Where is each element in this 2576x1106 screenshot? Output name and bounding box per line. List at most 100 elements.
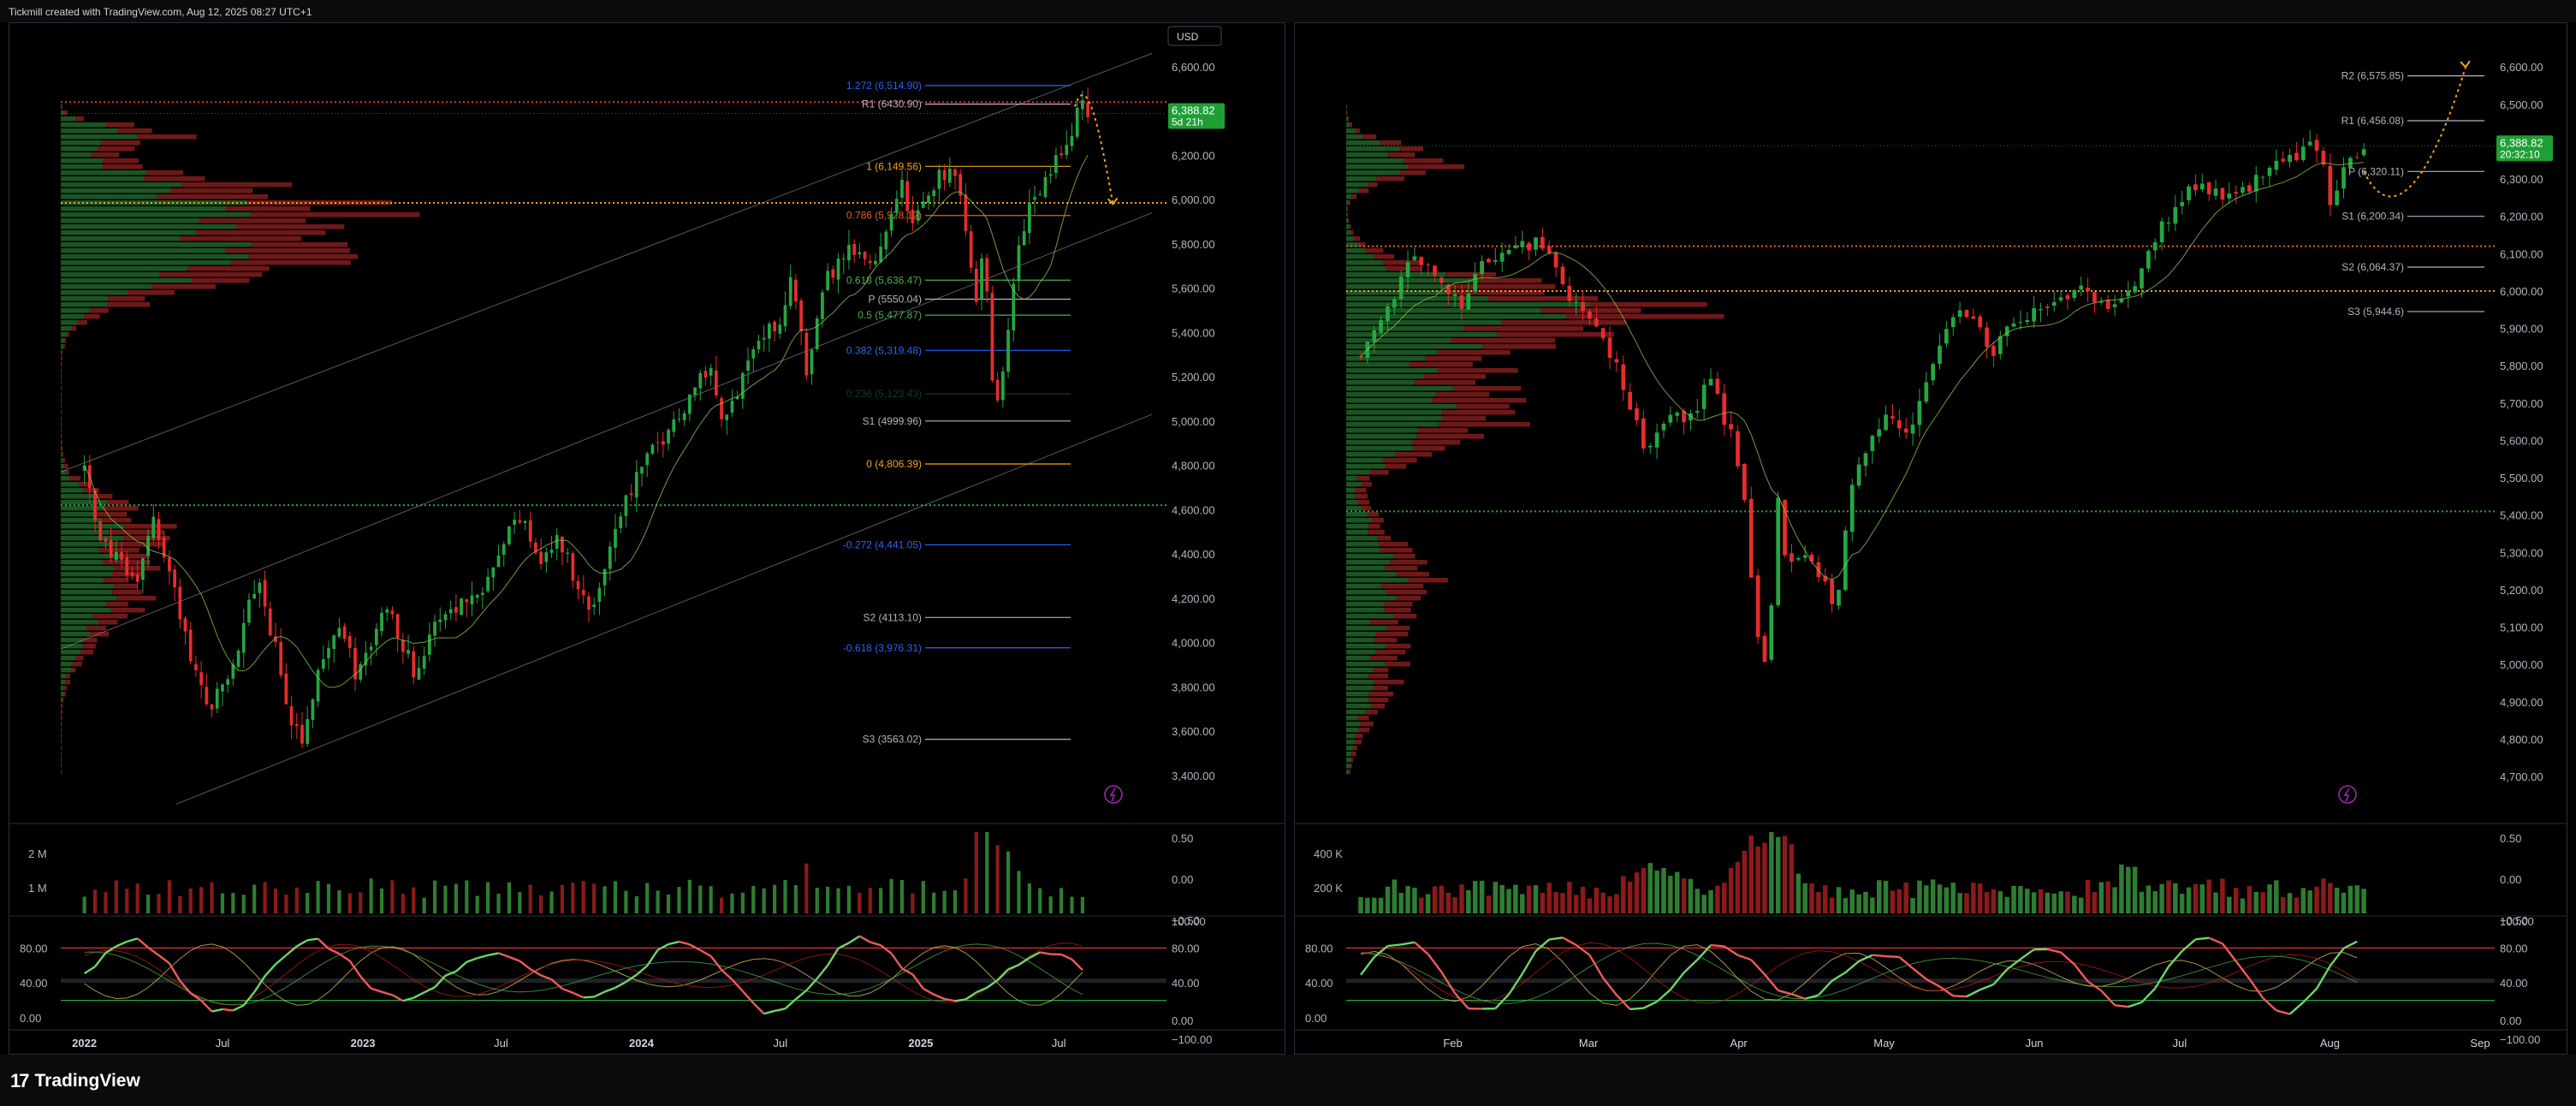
candle-body bbox=[284, 673, 288, 705]
volume-bar bbox=[1688, 878, 1694, 913]
volume-bar bbox=[2227, 896, 2232, 913]
candle-body bbox=[2032, 307, 2037, 322]
volume-profile-bar bbox=[1350, 122, 1352, 128]
oscillator-main-line bbox=[498, 952, 510, 958]
oscillator-main-line bbox=[657, 942, 669, 951]
candle-body bbox=[863, 251, 867, 259]
price-axis-tick-label: 5,800.00 bbox=[2500, 360, 2543, 372]
candle-body bbox=[2234, 192, 2238, 194]
volume-profile-bar bbox=[61, 356, 62, 361]
volume-bar bbox=[125, 889, 129, 913]
candle-body bbox=[1783, 500, 1787, 556]
volume-profile-bar bbox=[1346, 194, 1352, 199]
oscillator-main-line bbox=[2047, 948, 2062, 954]
candle-body bbox=[98, 520, 103, 541]
candle-body bbox=[1372, 330, 1377, 342]
oscillator-main-line bbox=[94, 952, 107, 967]
volume-profile-bar bbox=[1442, 416, 1486, 421]
candle-body bbox=[2058, 297, 2063, 300]
volume-profile-bar bbox=[1375, 650, 1406, 655]
candle-body bbox=[1708, 378, 1713, 386]
oscillator-main-line bbox=[2195, 937, 2210, 941]
volume-profile-bar bbox=[61, 326, 72, 331]
volume-profile-bar bbox=[61, 518, 103, 523]
volume-profile-bar bbox=[1346, 530, 1368, 535]
oscillator-main-line bbox=[2342, 940, 2358, 949]
left-chart-canvas[interactable]: 6,600.006,400.006,200.006,000.005,800.00… bbox=[9, 23, 1285, 1054]
oscillator-main-line bbox=[328, 948, 340, 955]
volume-profile-bar bbox=[61, 218, 199, 223]
candle-body bbox=[1641, 418, 1646, 449]
volume-profile-bar bbox=[61, 440, 62, 445]
volume-bar bbox=[677, 887, 681, 913]
candle-body bbox=[804, 332, 809, 376]
candle-body bbox=[2065, 294, 2070, 300]
volume-profile-bar bbox=[1346, 758, 1351, 763]
volume-profile-bar bbox=[61, 488, 84, 493]
candle-body bbox=[1560, 266, 1565, 284]
price-axis-tick-label: 5,100.00 bbox=[2500, 621, 2543, 634]
volume-profile-bar bbox=[61, 476, 70, 481]
candle-body bbox=[1715, 378, 1720, 395]
price-axis-tick-label: 6,500.00 bbox=[2500, 98, 2543, 111]
level-label: R2 (6,575.85) bbox=[2342, 70, 2404, 82]
volume-profile-bar bbox=[1346, 452, 1396, 457]
volume-bar bbox=[231, 893, 235, 913]
volume-bar bbox=[783, 880, 787, 913]
volume-bar bbox=[2220, 878, 2225, 913]
volume-bar bbox=[549, 891, 554, 913]
volume-bar bbox=[740, 892, 745, 913]
oscillator-main-line bbox=[424, 986, 436, 994]
volume-bar bbox=[942, 890, 947, 913]
volume-profile-bar bbox=[1346, 350, 1438, 355]
candle-body bbox=[130, 572, 134, 576]
volume-profile-bar bbox=[1346, 668, 1374, 673]
candle-body bbox=[395, 614, 400, 639]
volume-profile-bar bbox=[110, 608, 145, 613]
price-axis-tick-label: 5,700.00 bbox=[2500, 397, 2543, 410]
volume-profile-bar bbox=[61, 500, 108, 505]
volume-profile-bar bbox=[1350, 764, 1352, 769]
candle-body bbox=[470, 595, 474, 604]
volume-profile-bar bbox=[144, 176, 205, 181]
level-label: P (6,320.11) bbox=[2348, 165, 2404, 177]
candle-body bbox=[1816, 562, 1821, 577]
volume-profile-bar bbox=[1350, 752, 1356, 757]
oscillator-axis-right-tick: −100.00 bbox=[1172, 1033, 1212, 1046]
volume-bar bbox=[2018, 886, 2023, 913]
tradingview-logo[interactable]: 17 TradingView bbox=[10, 1070, 140, 1092]
volume-bar bbox=[2132, 866, 2138, 913]
volume-bar bbox=[719, 897, 724, 913]
volume-bar bbox=[1668, 876, 1673, 913]
volume-profile-bar bbox=[1358, 728, 1370, 733]
oscillator-main-line bbox=[1040, 951, 1051, 955]
volume-profile-bar bbox=[1346, 188, 1359, 193]
volume-profile-bar bbox=[75, 116, 85, 122]
volume-profile-bar bbox=[1346, 686, 1374, 691]
candle-body bbox=[428, 634, 431, 655]
right-chart-panel[interactable]: 6,600.006,500.006,400.006,300.006,200.00… bbox=[1294, 22, 2567, 1055]
volume-bar bbox=[1789, 844, 1795, 913]
oscillator-main-line bbox=[126, 937, 139, 943]
right-chart-canvas[interactable]: 6,600.006,500.006,400.006,300.006,200.00… bbox=[1295, 23, 2567, 1054]
candle-body bbox=[364, 652, 368, 666]
oscillator-main-line bbox=[1602, 977, 1617, 996]
volume-profile-bar bbox=[105, 122, 135, 128]
left-chart-panel[interactable]: 6,600.006,400.006,200.006,000.005,800.00… bbox=[9, 22, 1285, 1055]
candle-body bbox=[1795, 558, 1801, 560]
volume-profile-bar bbox=[107, 302, 151, 307]
volume-profile-bar bbox=[114, 584, 138, 589]
volume-bar bbox=[1876, 880, 1882, 913]
oscillator-main-line bbox=[1575, 943, 1591, 956]
oscillator-main-line bbox=[709, 955, 723, 971]
candle-body bbox=[332, 635, 336, 650]
volume-profile-bar bbox=[1346, 380, 1415, 385]
candle-body bbox=[412, 651, 416, 678]
oscillator-main-line bbox=[1629, 1007, 1644, 1011]
candle-body bbox=[2092, 292, 2097, 303]
volume-profile-bar bbox=[61, 620, 99, 625]
candle-body bbox=[947, 168, 952, 183]
candle-body bbox=[1506, 250, 1511, 254]
candle-body bbox=[1997, 336, 2003, 354]
oscillator-main-line bbox=[2248, 978, 2264, 999]
